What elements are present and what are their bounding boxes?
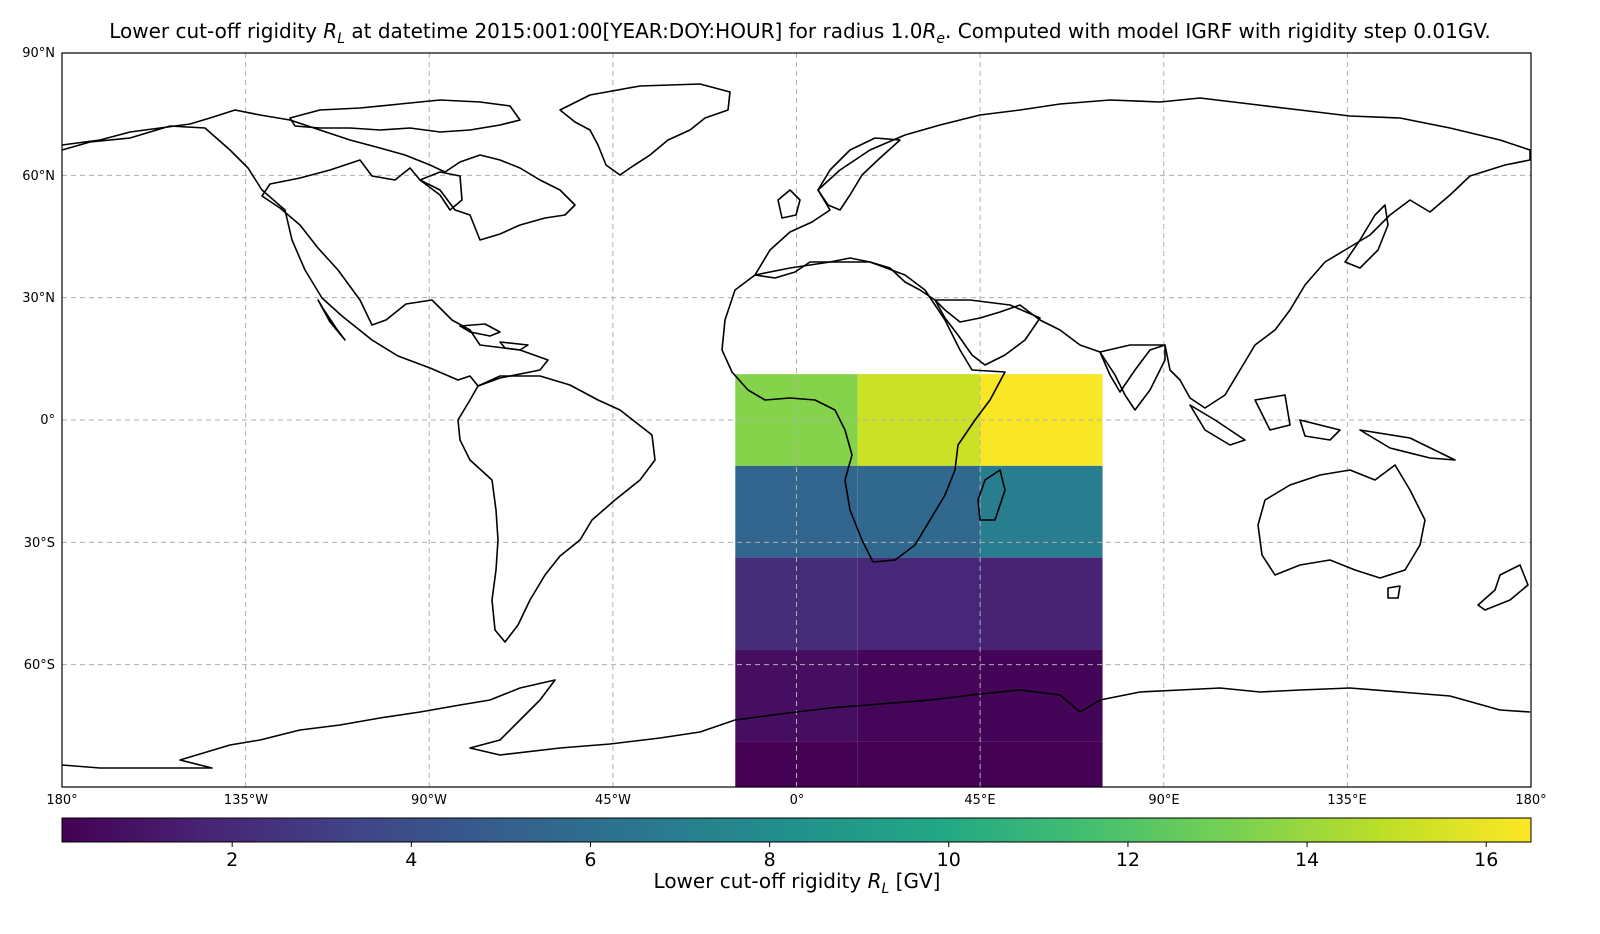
colorbar-tick-label: 4 [405,849,417,871]
lon-tick-label: 180° [46,793,77,808]
colorbar: 2 4 6 8 10 12 14 16 Lower cut-off rigidity RL [… [61,817,1532,897]
coastline-new-zealand [1477,564,1529,611]
rigidity-cell [980,557,1103,650]
coastline-north-america [61,109,576,387]
lon-tick-label: 180° [1515,793,1546,808]
rigidity-cell [857,557,981,650]
lat-tick-label: 0° [40,413,55,428]
chart-title: Lower cut-off rigidity RL at datetime 20… [109,19,1491,47]
coastline-madagascar [977,469,1006,521]
colorbar-tick-label: 6 [584,849,596,871]
lat-tick-label: 60°N [22,169,55,184]
coastline-britain [777,189,801,219]
lat-tick-label: 30°N [22,291,55,306]
lon-tick-label: 135°W [224,793,268,808]
colorbar-tick-label: 8 [764,849,776,871]
lon-tick-label: 90°W [411,793,447,808]
coastlines [61,83,1531,769]
coastline-tasmania [1387,585,1401,599]
coastline-greenland [559,83,731,176]
coastline-africa [721,261,1006,563]
coastline-baja [317,299,346,341]
colorbar-tick-label: 2 [226,849,238,871]
lat-tick-label: 60°S [24,658,55,673]
lon-tick-label: 135°E [1327,793,1367,808]
rigidity-cell [857,741,981,787]
coastline-india [1099,344,1166,411]
rigidity-cells [735,374,1103,787]
coastline-japan [1344,204,1389,269]
colorbar-tick-label: 12 [1116,849,1140,871]
plot-frame [61,52,1532,788]
coastline-south-america [457,375,656,643]
coastline-antarctica [61,679,1531,769]
lon-tick-label: 45°W [595,793,631,808]
rigidity-cell [857,465,981,558]
coastline-se-asia-islands [1189,394,1456,461]
colorbar-tick-label: 10 [937,849,961,871]
coastline-arctic-islands [289,99,521,211]
lon-tick-label: 90°E [1148,793,1179,808]
gridlines [62,53,1531,787]
lon-tick-label: 45°E [964,793,995,808]
rigidity-cell [980,649,1103,742]
coastline-caribbean [459,323,529,351]
lon-tick-label: 0° [790,793,805,808]
lat-tick-labels: 90°N 60°N 30°N 0° 30°S 60°S [22,46,55,673]
map-plot-area [61,52,1532,788]
coastline-australia [1257,464,1426,579]
lat-tick-label: 90°N [22,46,55,61]
colorbar-ticks: 2 4 6 8 10 12 14 16 [226,842,1498,871]
colorbar-tick-label: 14 [1295,849,1319,871]
lon-tick-labels: 180° 135°W 90°W 45°W 0° 45°E 90°E 135°E … [46,793,1546,808]
coastline-scandinavia [817,137,901,211]
colorbar-gradient [61,817,1532,843]
rigidity-cell [980,741,1103,787]
lat-tick-label: 30°S [24,536,55,551]
colorbar-tick-label: 16 [1474,849,1498,871]
rigidity-cell [857,649,981,742]
colorbar-label: Lower cut-off rigidity RL [GV] [654,869,941,897]
coastline-eurasia [754,97,1531,409]
coastline-arabia [934,299,1041,366]
